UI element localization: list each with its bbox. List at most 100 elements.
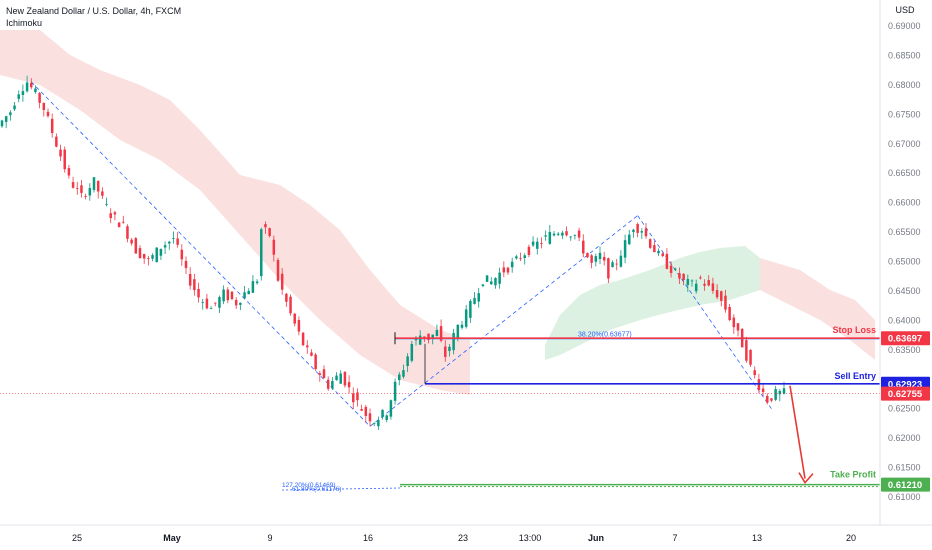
price-axis: USD 0.69000 0.68500 0.68000 0.67500 0.67000 0.… xyxy=(879,0,932,550)
candle-body xyxy=(80,185,83,193)
candle xyxy=(88,183,92,201)
ichimoku-cloud xyxy=(0,30,875,395)
candle xyxy=(264,221,267,234)
candle xyxy=(17,90,20,103)
candle xyxy=(251,275,255,294)
candle-body xyxy=(452,332,455,351)
x-tick-label: 9 xyxy=(267,533,272,543)
candle-body xyxy=(569,236,572,238)
candle xyxy=(490,277,493,286)
candle xyxy=(398,371,401,386)
candle-body xyxy=(360,409,363,411)
candle-body xyxy=(331,380,334,389)
candle-body xyxy=(477,293,480,302)
candle-body xyxy=(264,224,267,228)
candle xyxy=(607,257,610,284)
candle xyxy=(46,108,50,118)
y-tick-label: 0.66500 xyxy=(888,168,921,178)
candle-body xyxy=(180,249,184,260)
stop-loss-value: 0.63697 xyxy=(888,334,922,345)
candle-body xyxy=(17,94,20,99)
fib-retracement-label: 38.20%(0.63677) xyxy=(578,331,632,338)
candle-body xyxy=(510,261,514,268)
candle-body xyxy=(226,289,230,301)
candle xyxy=(314,352,317,371)
candle-body xyxy=(347,382,351,388)
candle-body xyxy=(502,267,506,273)
candle-body xyxy=(209,308,213,310)
candle-body xyxy=(293,313,296,324)
candle-body xyxy=(619,255,623,267)
candle-body xyxy=(490,281,493,285)
candle-body xyxy=(644,228,648,237)
y-tick-label: 0.62500 xyxy=(888,404,921,414)
time-axis: 25 May 9 16 23 13:00 Jun 7 13 20 xyxy=(0,524,932,543)
candle xyxy=(540,237,543,249)
candle-body xyxy=(306,345,309,348)
candle xyxy=(105,197,108,207)
candle xyxy=(385,414,388,423)
candle-body xyxy=(506,267,510,273)
candle-body xyxy=(703,283,706,286)
candle-body xyxy=(402,370,405,377)
candle-body xyxy=(636,223,639,233)
candle xyxy=(310,349,313,357)
candle xyxy=(389,399,393,420)
candles xyxy=(0,75,786,430)
candle xyxy=(377,416,380,430)
candle-body xyxy=(222,289,225,302)
candle-body xyxy=(749,349,752,365)
candle xyxy=(117,222,121,228)
candle-body xyxy=(339,373,342,384)
y-tick-label: 0.64000 xyxy=(888,315,921,325)
candle-body xyxy=(707,280,710,286)
candle-body xyxy=(96,180,100,192)
candle xyxy=(431,334,434,345)
chart-header: New Zealand Dollar / U.S. Dollar, 4h, FX… xyxy=(6,5,181,29)
candle-body xyxy=(310,352,313,356)
candle-body xyxy=(410,343,414,361)
candle xyxy=(594,253,598,267)
candle-body xyxy=(92,177,96,190)
candle xyxy=(368,408,372,427)
candle xyxy=(159,248,163,260)
candle-body xyxy=(322,369,326,379)
candle-body xyxy=(197,288,200,298)
candle xyxy=(556,232,560,237)
candle xyxy=(481,284,485,288)
candle xyxy=(531,236,535,247)
candle xyxy=(494,277,497,289)
candle-body xyxy=(251,281,255,293)
candle-body xyxy=(515,256,518,259)
candle-body xyxy=(260,229,263,277)
candle xyxy=(477,287,480,308)
candle xyxy=(255,279,259,285)
sell-entry-value: 0.62923 xyxy=(888,379,922,390)
candle-body xyxy=(255,281,259,284)
candle-body xyxy=(565,231,568,236)
candle-body xyxy=(720,291,723,301)
candle xyxy=(523,253,526,265)
candle xyxy=(761,383,765,396)
candle xyxy=(352,387,355,410)
candle xyxy=(239,302,242,311)
sell-entry-label: Sell Entry xyxy=(834,371,876,381)
candle xyxy=(623,234,627,264)
candle xyxy=(280,268,284,295)
candle xyxy=(42,102,46,117)
candle-body xyxy=(448,346,451,351)
stop-loss-label: Stop Loss xyxy=(832,325,876,335)
cloud-bullish xyxy=(545,246,760,360)
candle-body xyxy=(678,273,681,279)
candle-body xyxy=(418,335,422,345)
candle xyxy=(452,328,455,355)
candle-body xyxy=(745,340,748,361)
symbol-title: New Zealand Dollar / U.S. Dollar, 4h, FX… xyxy=(6,6,182,16)
candle-body xyxy=(690,280,694,282)
target-arrow-head xyxy=(798,472,814,484)
candle-body xyxy=(176,238,179,245)
y-tick-label: 0.63500 xyxy=(888,345,921,355)
candle-body xyxy=(113,212,117,215)
candle xyxy=(272,235,276,262)
